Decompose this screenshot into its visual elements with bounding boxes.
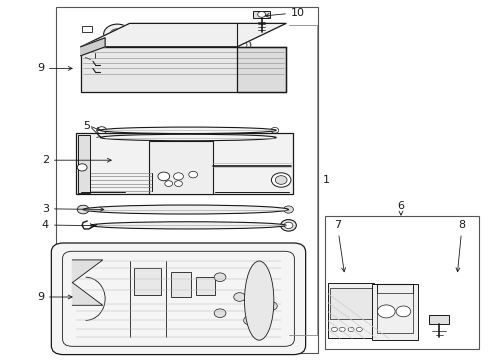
- Circle shape: [257, 12, 265, 17]
- Circle shape: [243, 316, 255, 325]
- Text: 1: 1: [322, 175, 329, 185]
- Circle shape: [97, 127, 106, 134]
- Circle shape: [77, 205, 89, 214]
- Circle shape: [214, 309, 225, 318]
- Circle shape: [158, 172, 169, 181]
- Text: 9: 9: [37, 63, 72, 73]
- Bar: [81, 26, 92, 32]
- Circle shape: [237, 41, 246, 49]
- Bar: [195, 277, 215, 295]
- Text: 5: 5: [83, 121, 90, 131]
- Bar: [252, 11, 270, 18]
- Ellipse shape: [244, 261, 273, 340]
- Circle shape: [233, 39, 250, 51]
- Polygon shape: [72, 260, 102, 283]
- Circle shape: [377, 305, 394, 318]
- Bar: [56, 7, 317, 353]
- Bar: [171, 272, 190, 297]
- Ellipse shape: [100, 134, 276, 141]
- Circle shape: [164, 181, 172, 186]
- Circle shape: [270, 127, 278, 133]
- Polygon shape: [81, 38, 105, 56]
- Text: 2: 2: [41, 155, 111, 165]
- Text: 9: 9: [37, 292, 72, 302]
- Polygon shape: [81, 47, 285, 92]
- Bar: [78, 135, 90, 193]
- Circle shape: [173, 173, 183, 180]
- Circle shape: [271, 173, 290, 187]
- Circle shape: [339, 327, 345, 332]
- Circle shape: [97, 134, 106, 141]
- Text: 6: 6: [397, 201, 404, 215]
- Bar: [254, 59, 283, 83]
- Circle shape: [283, 206, 293, 213]
- Circle shape: [284, 222, 292, 229]
- Circle shape: [103, 24, 131, 44]
- Ellipse shape: [100, 127, 276, 134]
- Circle shape: [395, 306, 410, 317]
- Circle shape: [275, 176, 286, 184]
- Circle shape: [280, 220, 296, 231]
- Circle shape: [265, 302, 277, 310]
- Polygon shape: [81, 23, 285, 47]
- Circle shape: [233, 293, 245, 301]
- Circle shape: [188, 171, 197, 178]
- Text: 3: 3: [42, 204, 103, 214]
- Circle shape: [77, 164, 87, 171]
- Bar: [325, 216, 478, 349]
- Circle shape: [347, 327, 353, 332]
- Circle shape: [253, 287, 264, 296]
- Bar: [428, 315, 448, 324]
- FancyBboxPatch shape: [51, 243, 305, 355]
- Bar: [327, 283, 373, 338]
- Circle shape: [114, 32, 120, 36]
- Bar: [76, 133, 293, 194]
- Ellipse shape: [83, 205, 288, 214]
- Circle shape: [214, 273, 225, 282]
- Circle shape: [331, 327, 337, 332]
- Circle shape: [356, 327, 362, 332]
- Bar: [329, 288, 371, 319]
- Polygon shape: [237, 47, 285, 92]
- Circle shape: [110, 29, 124, 40]
- Circle shape: [270, 135, 278, 140]
- Bar: [376, 293, 412, 333]
- Text: 10: 10: [265, 8, 305, 18]
- Circle shape: [262, 68, 273, 76]
- Text: 7: 7: [333, 220, 345, 272]
- Bar: [134, 268, 161, 295]
- Ellipse shape: [90, 222, 285, 229]
- Text: 4: 4: [41, 220, 94, 230]
- Polygon shape: [72, 283, 102, 305]
- Text: 8: 8: [455, 220, 465, 272]
- Bar: [149, 141, 212, 194]
- Circle shape: [174, 181, 182, 186]
- Bar: [371, 284, 417, 340]
